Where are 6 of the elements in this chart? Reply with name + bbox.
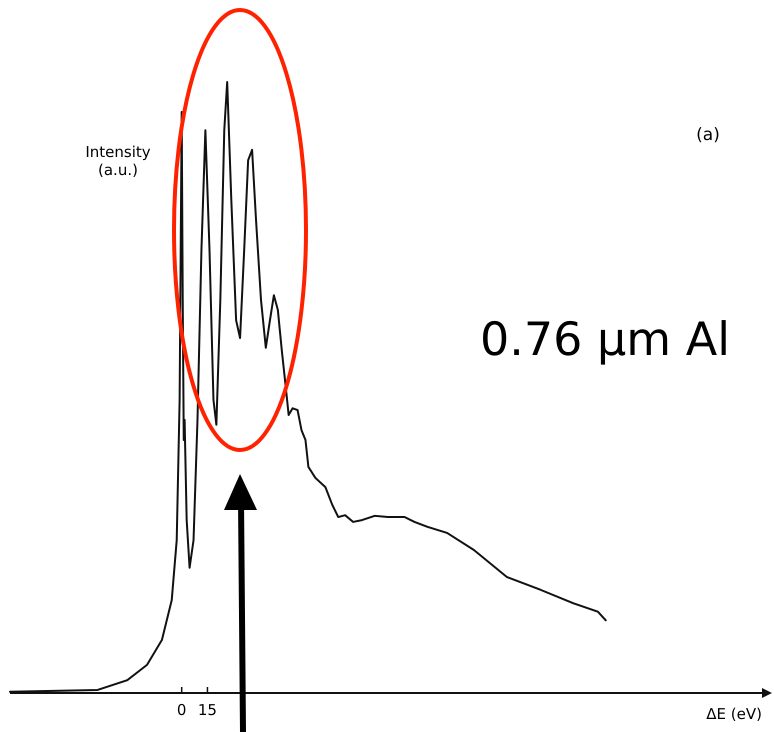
x-axis-title: ΔE (eV)	[706, 705, 762, 723]
x-tick-label: 15	[198, 701, 217, 719]
x-tick-label: 0	[176, 701, 186, 719]
annotation: (a)	[696, 125, 720, 145]
y-axis-title: Intensity (a.u.)	[85, 143, 151, 179]
annotation: 0.76 µm Al	[480, 312, 730, 366]
